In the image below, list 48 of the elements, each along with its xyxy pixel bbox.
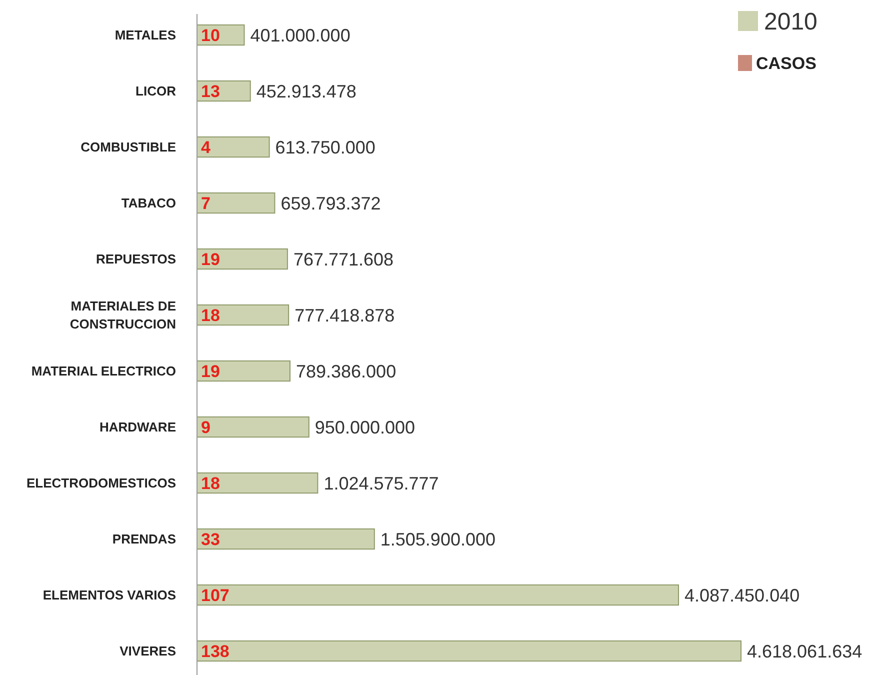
data-label: 10 (201, 26, 220, 45)
data-label: 18 (201, 474, 220, 493)
y-tick-label: MATERIALES DE CONSTRUCCION (70, 298, 176, 332)
bar (196, 248, 288, 270)
y-tick-label: ELEMENTOS VARIOS (42, 588, 176, 603)
bar (196, 472, 318, 494)
data-label: 659.793.372 (280, 193, 381, 214)
data-label: 9 (201, 418, 210, 437)
bar (196, 304, 290, 326)
data-label: 19 (201, 362, 220, 381)
bar (196, 192, 276, 214)
data-label: 33 (201, 530, 220, 549)
legend-label: 2010 (764, 8, 818, 36)
data-label: 401.000.000 (250, 25, 350, 46)
data-label: 767.771.608 (293, 249, 394, 270)
y-tick-label: MATERIAL ELECTRICO (31, 364, 176, 379)
y-tick-label: PRENDAS (112, 532, 176, 547)
y-tick-label: HARDWARE (99, 420, 176, 435)
data-label: 13 (201, 82, 220, 101)
y-tick-label: LICOR (136, 84, 177, 99)
bar (196, 360, 290, 382)
bar (196, 640, 742, 662)
bar (196, 528, 375, 550)
data-label: 7 (201, 194, 210, 213)
data-label: 4.087.450.040 (684, 585, 800, 606)
y-tick-label: COMBUSTIBLE (80, 140, 176, 155)
data-label: 1.505.900.000 (380, 529, 496, 550)
y-tick-label: METALES (114, 28, 176, 43)
data-label: 4.618.061.634 (747, 641, 862, 662)
data-label: 138 (201, 642, 230, 661)
bar (196, 136, 270, 158)
data-label: 19 (201, 250, 220, 269)
y-tick-label: REPUESTOS (96, 252, 176, 267)
data-label: 777.418.878 (294, 305, 395, 326)
bar (196, 584, 679, 606)
data-label: 107 (201, 586, 230, 605)
data-label: 452.913.478 (256, 81, 356, 102)
data-label: 4 (201, 138, 211, 157)
legend-label: CASOS (756, 54, 816, 73)
y-tick-label: TABACO (121, 196, 176, 211)
data-label: 789.386.000 (296, 361, 396, 382)
data-label: 1.024.575.777 (324, 473, 439, 494)
data-label: 613.750.000 (275, 137, 376, 158)
y-tick-label: VIVERES (120, 644, 176, 659)
data-label: 950.000.000 (314, 417, 416, 438)
bar (196, 416, 310, 438)
data-label: 18 (201, 306, 220, 325)
y-tick-label: ELECTRODOMESTICOS (26, 476, 176, 491)
